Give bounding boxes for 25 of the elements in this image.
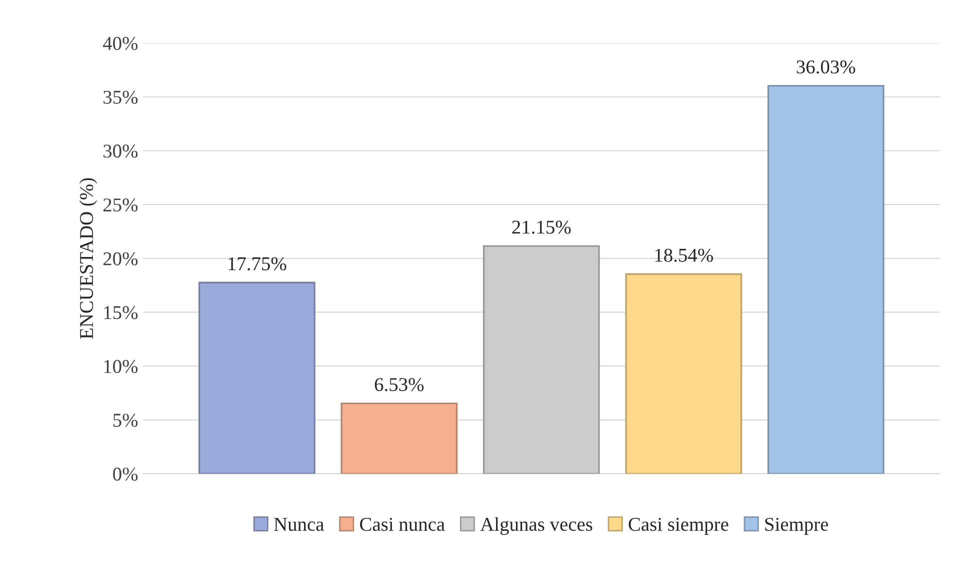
data-label: 18.54%	[655, 248, 713, 262]
y-axis-title: ENCUESTADO (%)	[79, 178, 98, 339]
legend-label: Casi nunca	[360, 518, 445, 531]
bar	[340, 402, 458, 474]
y-tick-label: 40%	[102, 36, 138, 50]
y-tick-label: 30%	[104, 144, 138, 158]
bar	[625, 273, 742, 474]
y-tick-label: 25%	[103, 198, 138, 212]
bar	[767, 84, 884, 474]
bar	[482, 245, 600, 474]
y-tick-label: 0%	[113, 468, 138, 481]
data-label: 36.03%	[796, 60, 856, 74]
y-tick-label: 5%	[113, 414, 138, 427]
y-tick-label: 20%	[103, 252, 138, 266]
legend-label: Siempre	[765, 518, 828, 535]
legend-label: Nunca	[274, 518, 324, 531]
data-label: 21.15%	[512, 220, 571, 234]
legend-label: Casi siempre	[628, 518, 728, 535]
data-label: 17.75%	[228, 257, 286, 270]
bar	[198, 282, 316, 474]
legend-label: Algunas veces	[480, 517, 592, 535]
data-label: 6.53%	[374, 378, 424, 392]
y-tick-label: 10%	[104, 360, 138, 374]
y-tick-label: 35%	[104, 90, 138, 104]
y-tick-label: 15%	[104, 306, 138, 320]
